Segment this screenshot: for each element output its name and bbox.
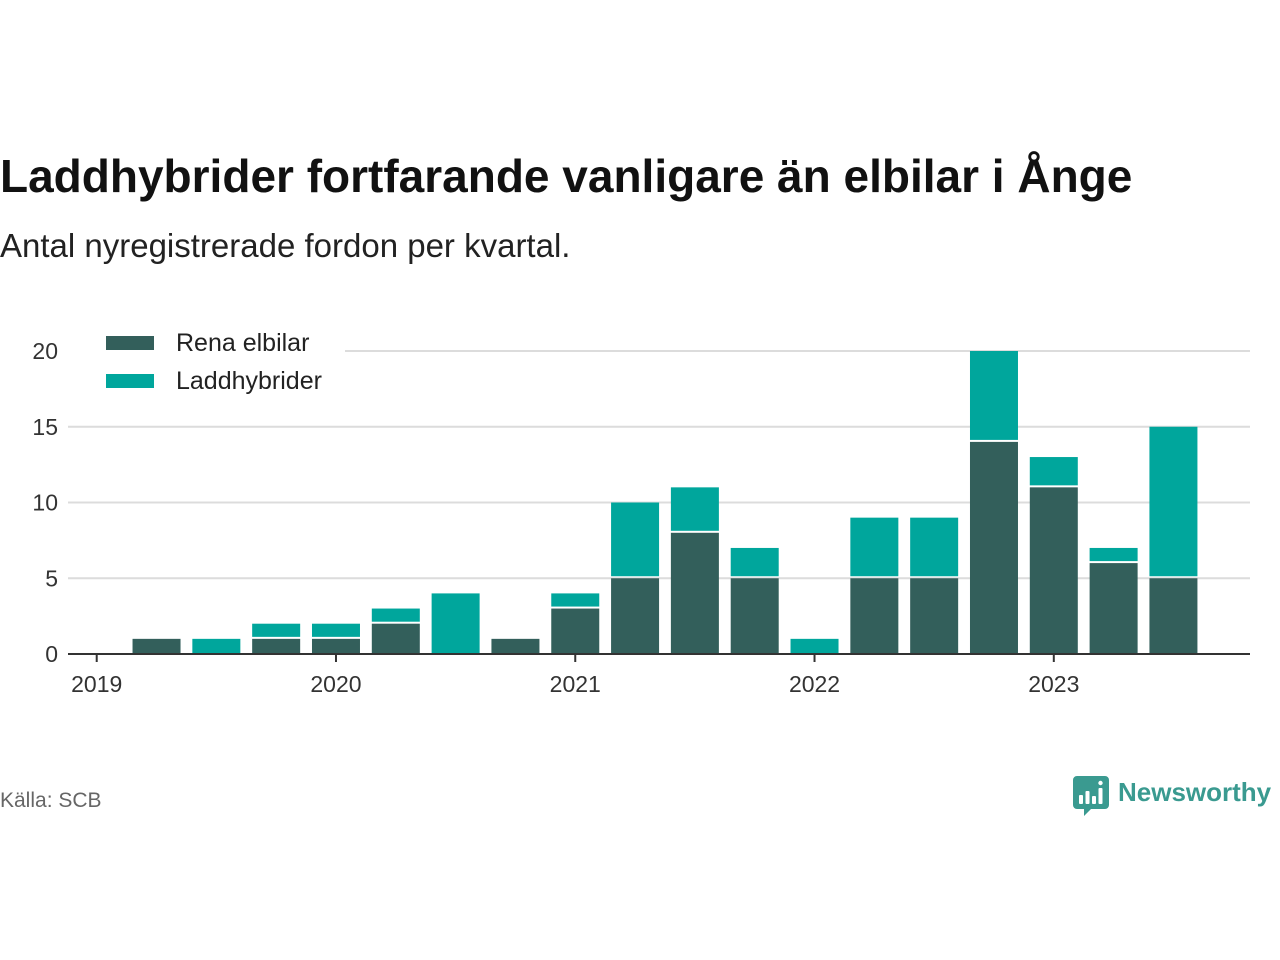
bar-laddhybrider-1 — [192, 638, 241, 654]
bar-laddhybrider-13 — [910, 517, 959, 577]
logo-dot — [1098, 780, 1103, 786]
x-tick-label-2021: 2021 — [550, 671, 601, 697]
source-note: Källa: SCB — [0, 789, 102, 812]
bar-rena-elbilar-0 — [132, 638, 181, 654]
legend-swatch-rena-elbilar — [106, 336, 154, 350]
bar-rena-elbilar-8 — [611, 578, 660, 654]
bar-laddhybrider-10 — [730, 547, 779, 577]
bar-rena-elbilar-17 — [1149, 578, 1198, 654]
bar-rena-elbilar-9 — [670, 532, 719, 654]
bar-laddhybrider-2 — [252, 623, 301, 637]
bar-rena-elbilar-16 — [1089, 563, 1138, 654]
logo-bar-1 — [1079, 795, 1083, 804]
bar-rena-elbilar-12 — [850, 578, 899, 654]
bar-laddhybrider-7 — [551, 593, 600, 607]
x-tick-label-2019: 2019 — [71, 671, 122, 697]
legend-label-rena-elbilar: Rena elbilar — [176, 329, 310, 357]
legend-swatch-laddhybrider — [106, 374, 154, 388]
bar-laddhybrider-4 — [371, 608, 420, 622]
bar-rena-elbilar-13 — [910, 578, 959, 654]
x-axis: 2019 2020 2021 2022 2023 — [68, 653, 1250, 697]
y-axis: 0 5 10 15 20 — [32, 338, 58, 667]
bar-laddhybrider-5 — [431, 593, 480, 654]
logo-bubble-shape — [1073, 776, 1109, 816]
bar-rena-elbilar-7 — [551, 608, 600, 654]
newsworthy-logo-icon — [1073, 776, 1109, 816]
logo-bar-3 — [1092, 796, 1096, 804]
chart-subtitle: Antal nyregistrerade fordon per kvartal. — [0, 227, 571, 264]
bar-laddhybrider-16 — [1089, 547, 1138, 562]
x-tick-label-2022: 2022 — [789, 671, 840, 697]
y-tick-label-20: 20 — [32, 338, 58, 364]
y-tick-label-15: 15 — [32, 414, 58, 440]
y-tick-label-0: 0 — [45, 641, 58, 667]
bar-rena-elbilar-10 — [730, 578, 779, 654]
newsworthy-logo-text: Newsworthy — [1118, 777, 1272, 807]
bar-rena-elbilar-15 — [1029, 487, 1078, 654]
bar-rena-elbilar-3 — [311, 638, 360, 654]
bar-rena-elbilar-14 — [969, 441, 1018, 654]
y-tick-label-5: 5 — [45, 565, 58, 591]
bar-rena-elbilar-2 — [252, 638, 301, 654]
legend-label-laddhybrider: Laddhybrider — [176, 367, 322, 395]
legend: Rena elbilar Laddhybrider — [68, 325, 345, 401]
bar-laddhybrider-9 — [670, 487, 719, 531]
bar-laddhybrider-14 — [969, 351, 1018, 440]
x-tick-label-2020: 2020 — [310, 671, 361, 697]
bar-laddhybrider-8 — [611, 502, 660, 577]
bar-laddhybrider-17 — [1149, 426, 1198, 577]
y-tick-label-10: 10 — [32, 490, 58, 516]
logo-bar-4 — [1098, 788, 1103, 804]
bar-laddhybrider-15 — [1029, 457, 1078, 486]
x-tick-label-2023: 2023 — [1028, 671, 1079, 697]
bars — [132, 351, 1198, 654]
bar-laddhybrider-11 — [790, 638, 839, 654]
bar-rena-elbilar-6 — [491, 638, 540, 654]
bar-laddhybrider-12 — [850, 517, 899, 577]
chart-title: Laddhybrider fortfarande vanligare än el… — [0, 150, 1133, 202]
logo-bar-2 — [1085, 791, 1090, 804]
bar-laddhybrider-3 — [311, 623, 360, 637]
bar-rena-elbilar-4 — [371, 623, 420, 654]
